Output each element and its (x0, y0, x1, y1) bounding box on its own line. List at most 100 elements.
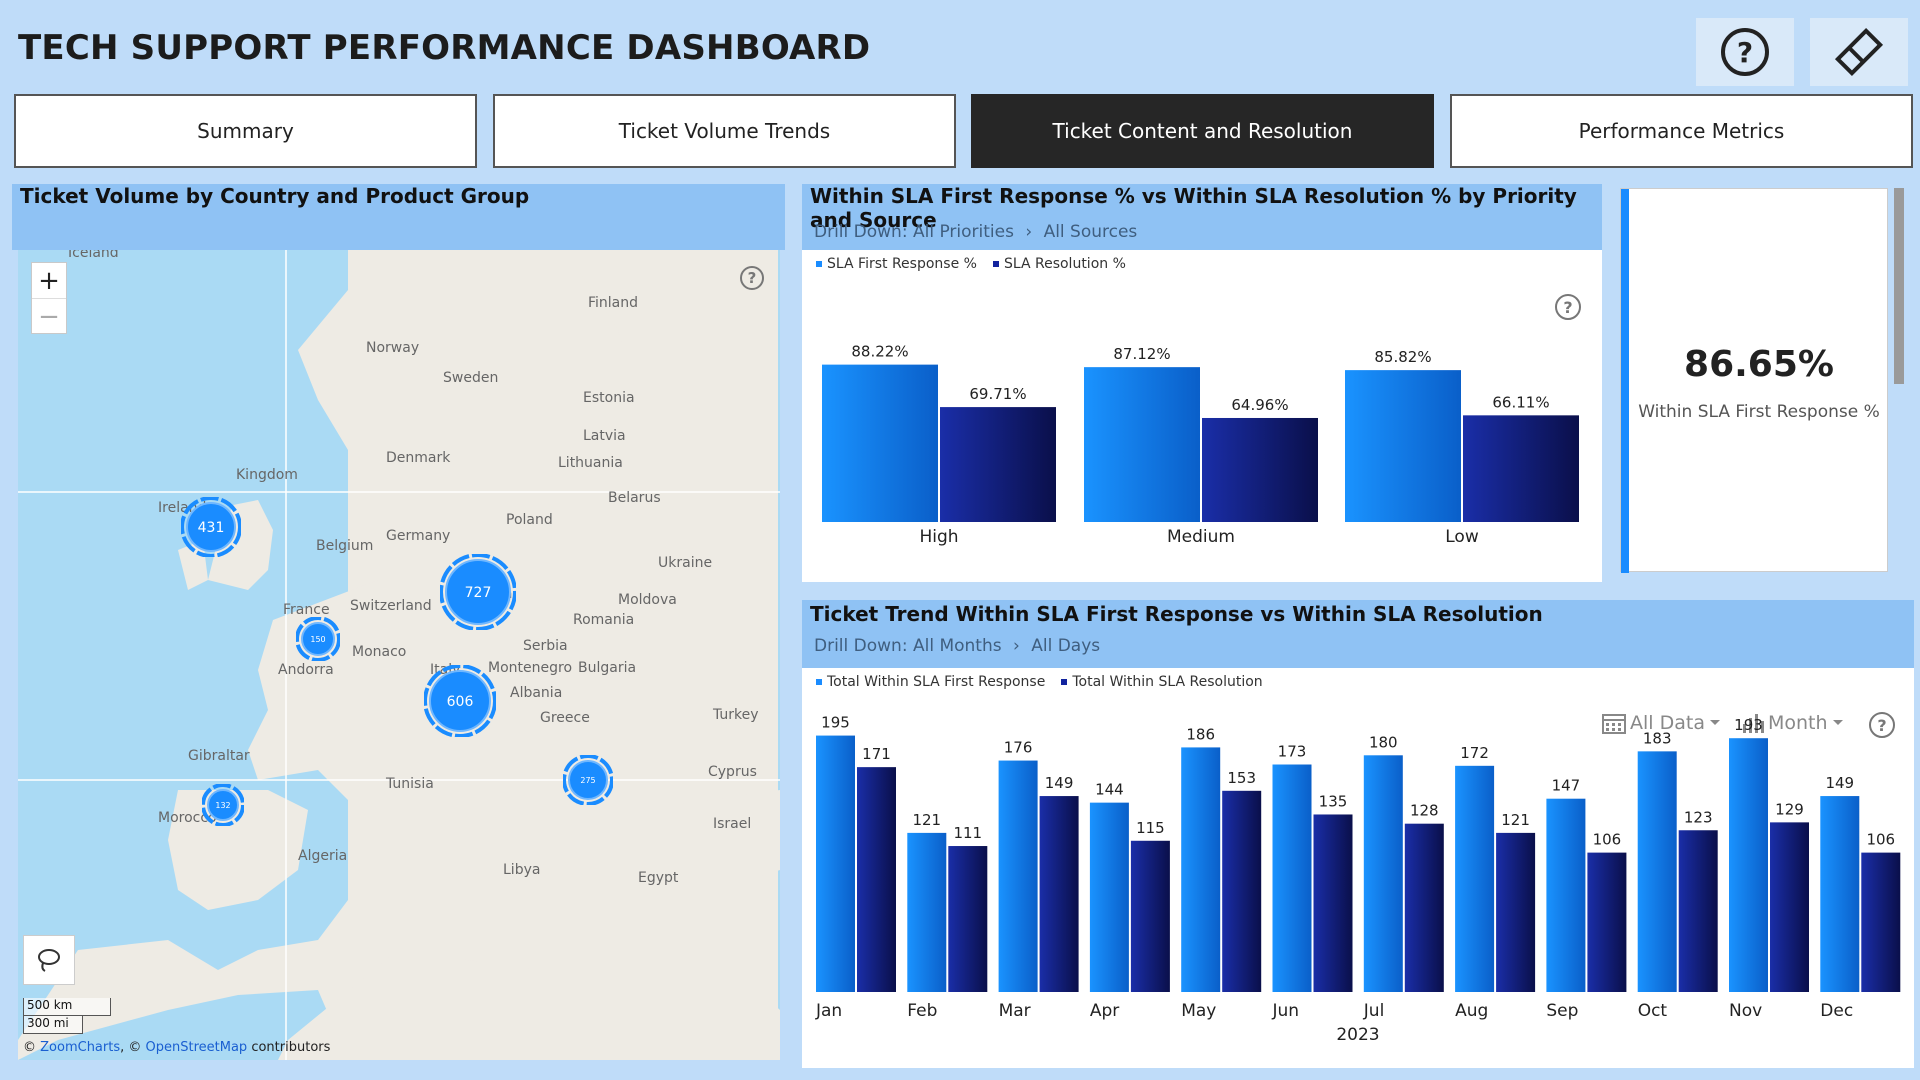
map-bubble-label: 132 (215, 801, 230, 810)
trend-bar[interactable] (1546, 798, 1586, 992)
sla-bar[interactable] (1463, 415, 1579, 522)
map-label: Andorra (278, 662, 334, 678)
trend-chart-area: Total Within SLA First Response Total Wi… (802, 668, 1914, 1068)
trend-bar[interactable] (1496, 832, 1536, 992)
sla-chart-help-icon[interactable]: ? (1555, 294, 1581, 320)
map-label: Switzerland (350, 598, 432, 614)
trend-bar-label: 153 (1227, 769, 1256, 787)
trend-bar[interactable] (1181, 747, 1221, 992)
svg-text:?: ? (1737, 36, 1753, 69)
trend-bar-label: 180 (1369, 733, 1398, 751)
trend-bar[interactable] (948, 846, 988, 992)
trend-bar[interactable] (1587, 852, 1627, 992)
trend-bar[interactable] (857, 767, 896, 992)
tab-ticket-content-resolution[interactable]: Ticket Content and Resolution (971, 94, 1434, 168)
trend-bar[interactable] (1089, 802, 1129, 992)
trend-bar[interactable] (1770, 822, 1809, 992)
map-label: Montenegro (488, 660, 573, 676)
trend-bar[interactable] (1729, 738, 1768, 992)
trend-panel-header: Ticket Trend Within SLA First Response v… (802, 600, 1914, 668)
map-bubble[interactable]: 606 (424, 665, 496, 737)
map-bubble[interactable]: 132 (202, 784, 244, 826)
map-bubble-label: 606 (447, 694, 474, 710)
trend-bar[interactable] (1272, 764, 1312, 992)
trend-month-label: Aug (1455, 1001, 1488, 1021)
map-help-icon[interactable]: ? (740, 266, 764, 290)
trend-year-label: 2023 (1336, 1025, 1379, 1045)
tab-summary[interactable]: Summary (14, 94, 477, 168)
openstreetmap-link[interactable]: OpenStreetMap (145, 1040, 248, 1055)
trend-chart-help-icon[interactable]: ? (1869, 712, 1895, 738)
trend-bar[interactable] (1861, 852, 1901, 992)
sla-bar[interactable] (822, 364, 938, 522)
map-bubble-label: 150 (310, 635, 325, 644)
trend-month-label: May (1181, 1001, 1216, 1021)
kpi-label: Within SLA First Response % (1638, 402, 1880, 422)
trend-bar[interactable] (1039, 796, 1079, 992)
drill-all-sources[interactable]: All Sources (1043, 222, 1138, 242)
map-label: Romania (573, 612, 635, 628)
zoomcharts-link[interactable]: ZoomCharts (40, 1040, 121, 1055)
sla-chart-area: SLA First Response % SLA Resolution % ? … (802, 250, 1602, 582)
map-label: Finland (588, 295, 639, 311)
clear-filters-button[interactable] (1810, 18, 1908, 86)
date-filter-dropdown[interactable]: All Data (1602, 712, 1721, 734)
map-panel-title: Ticket Volume by Country and Product Gro… (20, 184, 530, 208)
map-label: Bulgaria (578, 660, 637, 676)
map-label: Turkey (713, 707, 759, 723)
trend-bar-label: 111 (953, 824, 982, 842)
drill-all-days[interactable]: All Days (1031, 636, 1101, 656)
trend-month-label: Jul (1363, 1001, 1385, 1021)
trend-bar-label: 128 (1410, 802, 1439, 820)
zoom-in-button[interactable]: + (32, 263, 66, 299)
lasso-select-button[interactable] (23, 935, 75, 985)
map-label: Tunisia (386, 776, 434, 792)
sla-bar[interactable] (1202, 417, 1318, 522)
legend-item-first-response[interactable]: SLA First Response % (816, 256, 977, 272)
map-bubble[interactable]: 150 (296, 617, 340, 661)
map-label: Ukraine (658, 555, 713, 571)
map-bubble-label: 431 (198, 520, 225, 536)
trend-month-label: Feb (907, 1001, 937, 1021)
tab-performance-metrics[interactable]: Performance Metrics (1450, 94, 1913, 168)
trend-bar[interactable] (1363, 755, 1403, 992)
trend-bar[interactable] (1637, 751, 1677, 992)
drill-all-months[interactable]: All Months (912, 636, 1002, 656)
trend-bar-label: 176 (1004, 739, 1033, 757)
trend-bar[interactable] (1404, 823, 1444, 992)
legend-item-total-resolution[interactable]: Total Within SLA Resolution (1061, 674, 1263, 690)
trend-bar[interactable] (1820, 796, 1860, 992)
legend-item-total-first-response[interactable]: Total Within SLA First Response (816, 674, 1045, 690)
trend-month-label: Apr (1090, 1001, 1119, 1021)
map-bubble[interactable]: 431 (181, 497, 241, 557)
granularity-dropdown[interactable]: Month (1742, 712, 1844, 734)
trend-month-label: Sep (1546, 1001, 1578, 1021)
sla-bar-label: 69.71% (969, 385, 1026, 403)
trend-bar[interactable] (1313, 814, 1353, 992)
help-button[interactable]: ? (1696, 18, 1794, 86)
trend-bar[interactable] (1678, 830, 1718, 992)
zoom-out-button[interactable]: − (38, 302, 60, 332)
scrollbar[interactable] (1894, 188, 1904, 384)
map-label: France (283, 602, 330, 618)
trend-month-label: Oct (1638, 1001, 1668, 1021)
map[interactable]: + − ? Iceland Finland Norway Sweden Estonia L… (18, 250, 780, 1060)
trend-bar[interactable] (816, 735, 855, 992)
trend-bar[interactable] (1222, 790, 1262, 992)
trend-bar[interactable] (1455, 765, 1495, 992)
trend-bar[interactable] (998, 760, 1038, 992)
trend-bar-label: 121 (1501, 811, 1530, 829)
sla-bar[interactable] (940, 407, 1056, 522)
map-label: Denmark (386, 450, 451, 466)
trend-bar[interactable] (907, 832, 947, 992)
map-bubble[interactable]: 275 (563, 755, 613, 805)
sla-bar[interactable] (1084, 367, 1200, 522)
sla-bar[interactable] (1345, 370, 1461, 522)
tab-ticket-volume-trends[interactable]: Ticket Volume Trends (493, 94, 956, 168)
legend-item-resolution[interactable]: SLA Resolution % (992, 256, 1126, 272)
trend-bar[interactable] (1130, 840, 1170, 992)
trend-bar-label: 121 (912, 811, 941, 829)
map-bubble[interactable]: 727 (440, 554, 516, 630)
map-label: Iceland (68, 250, 119, 261)
drill-all-priorities[interactable]: All Priorities (912, 222, 1014, 242)
